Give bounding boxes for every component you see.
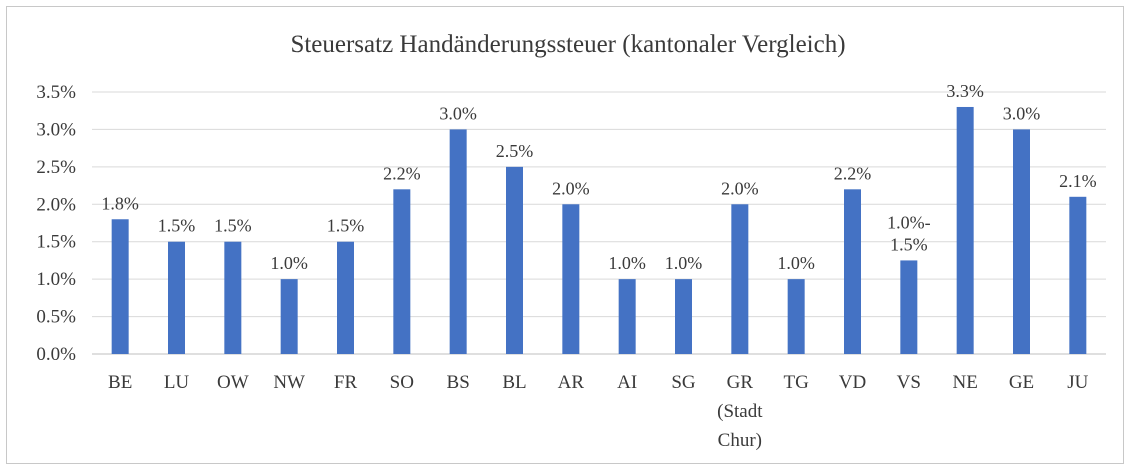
- bar: [280, 279, 298, 354]
- category-label: NW: [273, 372, 305, 393]
- category-label: BE: [108, 372, 132, 393]
- bar: [1069, 196, 1087, 354]
- bar: [675, 279, 692, 354]
- data-label: 1.5%: [327, 216, 365, 236]
- y-tick-label: 3.0%: [36, 119, 76, 140]
- data-label: 2.2%: [383, 163, 421, 183]
- y-tick-label: 1.5%: [36, 232, 76, 253]
- data-label: 1.0%: [608, 253, 646, 273]
- bar: [900, 260, 918, 354]
- bar: [393, 189, 411, 354]
- x-axis-category-labels: BE LU OW NW FR SO BS BL AR AI SG GR (Stadt Chur) TG VD V…: [108, 372, 1089, 451]
- category-label: AI: [617, 372, 637, 393]
- data-labels: 1.8% 1.5% 1.5% 1.0% 1.5% 2.2% 3.0% 2.5% 2.0% 1.0%…: [101, 81, 1096, 273]
- bar: [731, 204, 749, 354]
- category-label: FR: [334, 372, 358, 393]
- category-label: OW: [217, 372, 249, 393]
- category-label: BL: [502, 372, 526, 393]
- category-label: Chur): [718, 430, 762, 451]
- bar: [956, 106, 974, 354]
- bar: [562, 204, 580, 354]
- data-label: 3.0%: [439, 103, 477, 123]
- data-label: 1.0%-: [887, 212, 931, 232]
- data-label: 1.5%: [158, 216, 196, 236]
- data-label: 1.8%: [101, 193, 139, 213]
- data-label: 1.0%: [665, 253, 703, 273]
- data-label: 2.2%: [834, 163, 872, 183]
- y-tick-label: 0.0%: [36, 344, 76, 365]
- bar: [618, 279, 636, 354]
- data-label: 2.0%: [552, 178, 590, 198]
- category-label: NE: [953, 372, 978, 393]
- bar: [506, 166, 523, 354]
- category-label: VD: [839, 372, 866, 393]
- category-label: GR: [727, 372, 754, 393]
- category-label: LU: [164, 372, 190, 393]
- data-label: 1.0%: [777, 253, 815, 273]
- gridlines: [92, 91, 1106, 355]
- data-label: 2.0%: [721, 178, 759, 198]
- data-label: 2.5%: [496, 141, 534, 161]
- data-label: 1.5%: [214, 216, 252, 236]
- bar: [337, 241, 354, 354]
- category-label: (Stadt: [717, 401, 763, 422]
- category-label: TG: [784, 372, 810, 393]
- category-label: SG: [671, 372, 696, 393]
- bar: [224, 241, 242, 354]
- y-tick-label: 0.5%: [36, 307, 76, 328]
- category-label: SO: [390, 372, 414, 393]
- category-label: AR: [558, 372, 585, 393]
- data-label: 3.3%: [946, 81, 984, 101]
- y-tick-label: 1.0%: [36, 269, 76, 290]
- bar: [844, 189, 861, 354]
- y-tick-label: 2.5%: [36, 157, 76, 178]
- category-label: GE: [1009, 372, 1034, 393]
- bar: [449, 129, 467, 354]
- data-label: 1.5%: [890, 234, 928, 254]
- category-label: JU: [1067, 372, 1088, 393]
- bar: [1013, 129, 1030, 354]
- y-tick-label: 2.0%: [36, 194, 76, 215]
- bar: [168, 241, 185, 354]
- data-label: 2.1%: [1059, 171, 1097, 191]
- y-axis-tick-labels: 0.0% 0.5% 1.0% 1.5% 2.0% 2.5% 3.0% 3.5%: [36, 82, 76, 365]
- bars: [111, 106, 1087, 354]
- chart-title: Steuersatz Handänderungssteuer (kantonal…: [290, 31, 845, 58]
- category-label: VS: [897, 372, 921, 393]
- bar: [787, 279, 805, 354]
- data-label: 1.0%: [270, 253, 308, 273]
- category-label: BS: [447, 372, 470, 393]
- y-tick-label: 3.5%: [36, 82, 76, 103]
- data-label: 3.0%: [1003, 103, 1041, 123]
- bar: [111, 219, 129, 354]
